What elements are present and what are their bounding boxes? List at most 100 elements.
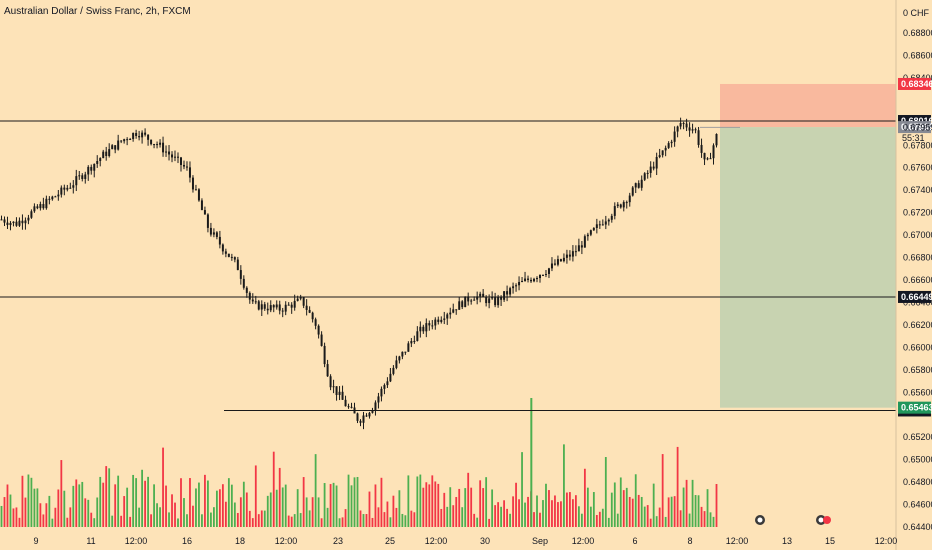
volume-bar (311, 497, 314, 527)
volume-bar (183, 498, 185, 527)
volume-bar (275, 489, 278, 527)
volume-bar (643, 506, 646, 527)
candle-body (51, 196, 54, 200)
candle-body (637, 183, 640, 188)
volume-bar (512, 496, 514, 527)
volume-bar (66, 517, 69, 527)
volume-bar (81, 481, 84, 527)
volume-bar (0, 505, 3, 527)
volume-bar (413, 512, 416, 527)
candle-body (75, 176, 78, 186)
volume-bar (431, 475, 434, 527)
volume-bar (48, 495, 51, 527)
volume-bar (691, 479, 694, 527)
volume-bar (628, 496, 631, 527)
candle-body (512, 286, 515, 289)
volume-bar (42, 514, 45, 527)
volume-bar (658, 507, 661, 527)
candle-body (320, 334, 323, 346)
x-tick-label: 23 (333, 536, 343, 546)
volume-bar (236, 512, 239, 527)
candle-body (177, 156, 180, 158)
volume-bar (177, 518, 179, 527)
candle-body (141, 132, 144, 138)
candle-body (42, 204, 45, 209)
candle-body (117, 140, 120, 150)
volume-bar (380, 477, 383, 527)
volume-bar (45, 503, 48, 527)
level-badge (898, 290, 931, 303)
candle-body (153, 144, 156, 146)
candle-body (114, 145, 117, 150)
volume-bar (293, 514, 296, 527)
candle-body (245, 287, 248, 293)
volume-bar (120, 515, 123, 527)
volume-bar (153, 484, 155, 527)
candle-body (174, 156, 177, 158)
event-icon[interactable] (755, 515, 765, 525)
candle-body (652, 166, 655, 169)
volume-bar (634, 474, 637, 527)
volume-bar (93, 518, 96, 527)
volume-bar (138, 507, 141, 527)
volume-bar (359, 510, 362, 527)
candle-body (191, 177, 194, 190)
candle-body (473, 299, 476, 301)
candle-body (619, 204, 622, 208)
candle-body (147, 134, 150, 140)
candle-body (215, 232, 218, 237)
volume-bar (557, 502, 559, 527)
volume-bar (485, 477, 488, 527)
volume-bar (607, 517, 610, 527)
candle-body (305, 305, 308, 310)
event-icon[interactable] (816, 515, 831, 525)
volume-bar (577, 506, 580, 527)
volume-bar (515, 482, 517, 527)
volume-bar (491, 489, 494, 527)
volume-bar (27, 474, 30, 527)
volume-bar (473, 513, 476, 527)
volume-bar (443, 492, 446, 527)
candle-body (604, 221, 607, 225)
volume-bar (461, 507, 464, 527)
volume-bar (350, 485, 353, 527)
candle-body (81, 175, 84, 179)
volume-bar (215, 490, 218, 527)
volume-bar (583, 468, 586, 527)
volume-bar (272, 451, 275, 527)
candle-body (284, 304, 287, 312)
candle-body (287, 304, 290, 306)
candle-body (150, 139, 153, 145)
volume-bar (266, 495, 269, 527)
volume-bar (625, 487, 628, 527)
candle-body (565, 254, 568, 258)
candle-body (536, 278, 539, 280)
candle-body (479, 293, 482, 297)
candle-body (365, 415, 368, 417)
volume-bar (156, 503, 158, 527)
candle-body (443, 318, 446, 320)
volume-bar (257, 514, 260, 527)
candle-body (9, 222, 12, 226)
candle-body (452, 309, 455, 313)
volume-bar (601, 508, 604, 527)
volume-bar (688, 513, 691, 527)
volume-bar (218, 489, 221, 527)
volume-bar (24, 497, 27, 527)
volume-bar (284, 484, 287, 527)
volume-bar (347, 474, 350, 527)
volume-bar (36, 488, 39, 527)
candle-body (437, 319, 440, 322)
volume-bar (239, 497, 242, 527)
candle-body (165, 151, 168, 153)
candle-body (416, 331, 419, 341)
x-tick-label: Sep (532, 536, 548, 546)
